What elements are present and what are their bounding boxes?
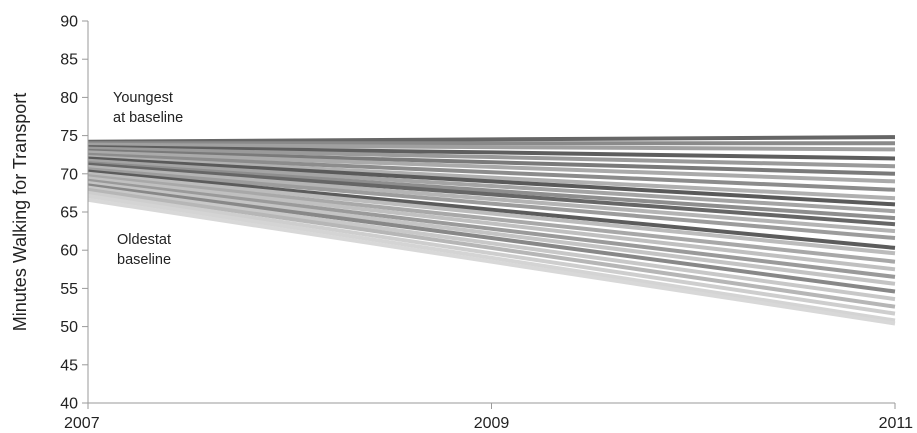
y-tick-label-80: 80 (60, 90, 78, 107)
series-line-14 (87, 164, 896, 234)
series-line-8 (87, 152, 896, 192)
annotation-youngest: Youngest at baseline (113, 90, 183, 126)
series-line-1 (87, 135, 896, 144)
y-tick-label-60: 60 (60, 243, 78, 260)
series-line-4 (87, 145, 896, 161)
series-line-6 (87, 148, 896, 176)
y-tick-label-55: 55 (60, 281, 78, 298)
y-tick-label-70: 70 (60, 166, 78, 183)
y-tick-label-75: 75 (60, 128, 78, 145)
x-tick-label-2007: 2007 (64, 415, 100, 432)
series-line-3 (87, 142, 896, 152)
x-tick-label-2009: 2009 (474, 415, 510, 432)
series-line-18 (87, 174, 896, 264)
series-line-23 (87, 185, 896, 302)
series-line-13 (87, 162, 896, 227)
series-line-9 (87, 155, 896, 201)
series-line-21 (87, 181, 896, 286)
y-tick-label-50: 50 (60, 319, 78, 336)
series-line-17 (87, 171, 896, 256)
series-line-20 (87, 178, 896, 279)
y-axis-label: Minutes Walking for Transport (10, 93, 30, 331)
y-tick-label-40: 40 (60, 396, 78, 413)
x-tick-label-2011: 2011 (879, 415, 914, 432)
y-tick-label-45: 45 (60, 357, 78, 374)
series-line-7 (87, 150, 896, 184)
series-line-12 (87, 161, 896, 221)
y-tick-label-85: 85 (60, 52, 78, 69)
series-line-16 (87, 169, 896, 250)
series-line-5 (87, 146, 896, 169)
series-line-24 (87, 187, 896, 309)
series-line-19 (87, 176, 896, 272)
series-layer (87, 135, 896, 326)
y-tick-label-65: 65 (60, 205, 78, 222)
series-line-26 (87, 194, 896, 323)
series-line-27 (87, 197, 896, 326)
series-line-22 (87, 183, 896, 294)
ticks-layer: 40 45 50 55 60 65 70 75 80 85 90 2007 2009 2011 (60, 14, 913, 433)
annotation-oldest: Oldestat baseline (117, 232, 171, 268)
series-line-11 (87, 158, 896, 214)
y-tick-label-90: 90 (60, 14, 78, 31)
series-line-15 (87, 167, 896, 240)
annotation-layer: Youngest at baseline Oldestat baseline (113, 90, 183, 268)
series-line-10 (87, 156, 896, 207)
series-line-25 (87, 190, 896, 316)
